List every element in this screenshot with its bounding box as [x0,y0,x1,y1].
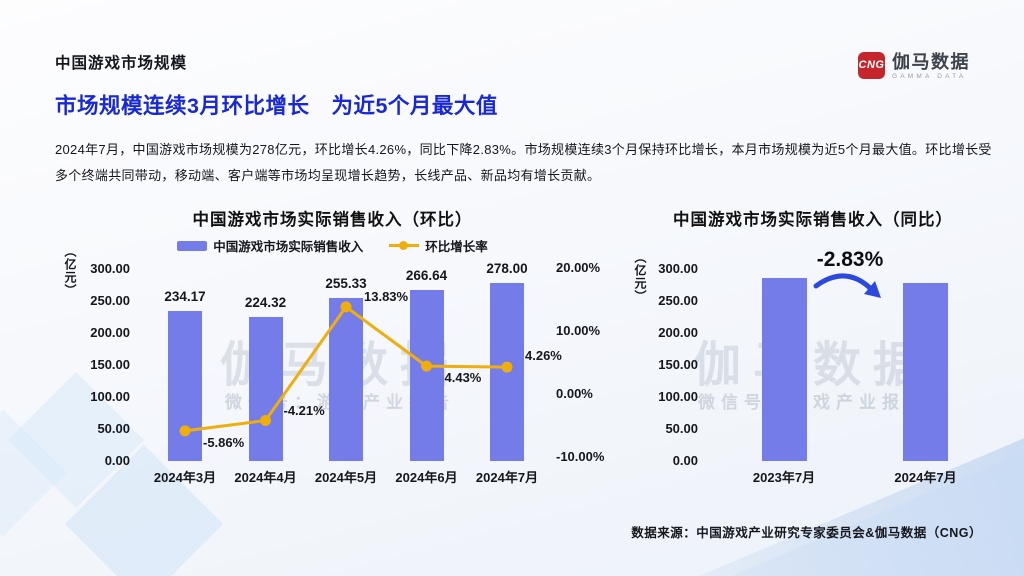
mom-pct-tick: 0.00% [556,386,593,401]
page-title: 市场规模连续3月环比增长 为近5个月最大值 [55,94,498,118]
mom-bar [409,290,444,461]
yoy-bar [761,277,807,461]
mom-y-tick: 150.00 [90,357,130,372]
mom-pct-tick: 20.00% [556,260,601,275]
mom-y-tick: 100.00 [90,389,130,404]
mom-bar-value: 255.33 [325,275,367,291]
mom-bar-value: 234.17 [164,289,206,305]
line-series-swatch [389,241,420,250]
mom-x-label: 2024年4月 [234,470,297,485]
yoy-y-tick: 150.00 [658,357,698,372]
bar-series-swatch [177,240,208,251]
legend-item-growth: 环比增长率 [389,236,488,255]
mom-y-tick: 0.00 [104,453,130,468]
data-source: 数据来源：中国游戏产业研究专家委员会&伽马数据（CNG） [631,526,982,540]
mom-growth-label: 4.43% [444,370,482,386]
yoy-y-tick: 50.00 [665,421,698,436]
section-kicker: 中国游戏市场规模 [55,55,188,72]
mom-bar [168,311,202,461]
legend-label-revenue: 中国游戏市场实际销售收入 [213,240,364,254]
decline-arrow-head [864,281,881,298]
mom-chart-legend: 中国游戏市场实际销售收入 环比增长率 [55,236,610,255]
yoy-y-tick: 0.00 [672,453,698,468]
mom-y-tick: 300.00 [90,261,130,276]
yoy-x-label: 2023年7月 [752,470,816,485]
mom-bar-value: 224.32 [244,295,287,311]
mom-y-tick: 50.00 [97,421,130,436]
yoy-bar [903,283,948,461]
yoy-y-tick: 300.00 [658,261,698,276]
mom-growth-label: 13.83% [364,288,409,304]
logo-name: 伽马数据 [892,52,970,72]
legend-item-revenue: 中国游戏市场实际销售收入 [177,236,363,255]
watermark-brand: 伽马数据 [692,339,933,392]
mom-growth-label: 4.26% [525,348,562,364]
legend-label-growth: 环比增长率 [425,240,488,254]
cng-logo-badge: CNG [858,52,885,79]
yoy-y-axis-unit: （亿元） [633,251,647,303]
mom-x-label: 2024年3月 [153,470,217,485]
mom-bar [248,317,283,461]
yoy-chart-title: 中国游戏市场实际销售收入（同比） [673,211,953,229]
mom-bar [490,283,524,461]
mom-chart-title: 中国游戏市场实际销售收入（环比） [192,211,473,229]
decline-arrow-shaft [813,273,873,291]
yoy-change-annotation: -2.83% [816,248,884,271]
yoy-y-tick: 200.00 [658,325,698,340]
mom-pct-tick: 10.00% [556,323,601,338]
summary-text-line2: 多个终端共同带动，移动端、客户端等市场均呈现增长趋势，长线产品、新品均有增长贡献… [55,168,601,183]
logo-subtitle: GAMMA DATA [892,73,967,80]
mom-x-label: 2024年7月 [475,470,539,485]
mom-y-axis-unit: （亿元） [63,245,77,297]
mom-x-label: 2024年5月 [314,470,378,485]
mom-bar-value: 266.64 [405,268,448,284]
yoy-x-label: 2024年7月 [894,470,957,485]
yoy-y-tick: 250.00 [658,293,698,308]
mom-pct-tick: -10.00% [556,449,605,464]
mom-bar-value: 278.00 [486,261,528,277]
mom-growth-label: -5.86% [203,434,245,450]
mom-bar [329,297,363,461]
watermark-wechat: 微信号：游戏产业报告 [698,393,928,412]
mom-y-tick: 250.00 [90,293,130,308]
summary-text-line1: 2024年7月，中国游戏市场规模为278亿元，环比增长4.26%，同比下降2.8… [55,142,992,157]
gamma-data-logo: CNG 伽马数据 GAMMA DATA [858,52,970,80]
mom-y-tick: 200.00 [90,325,130,340]
mom-x-label: 2024年6月 [395,470,458,485]
mom-growth-label: -4.21% [283,402,325,418]
yoy-y-tick: 100.00 [658,389,698,404]
